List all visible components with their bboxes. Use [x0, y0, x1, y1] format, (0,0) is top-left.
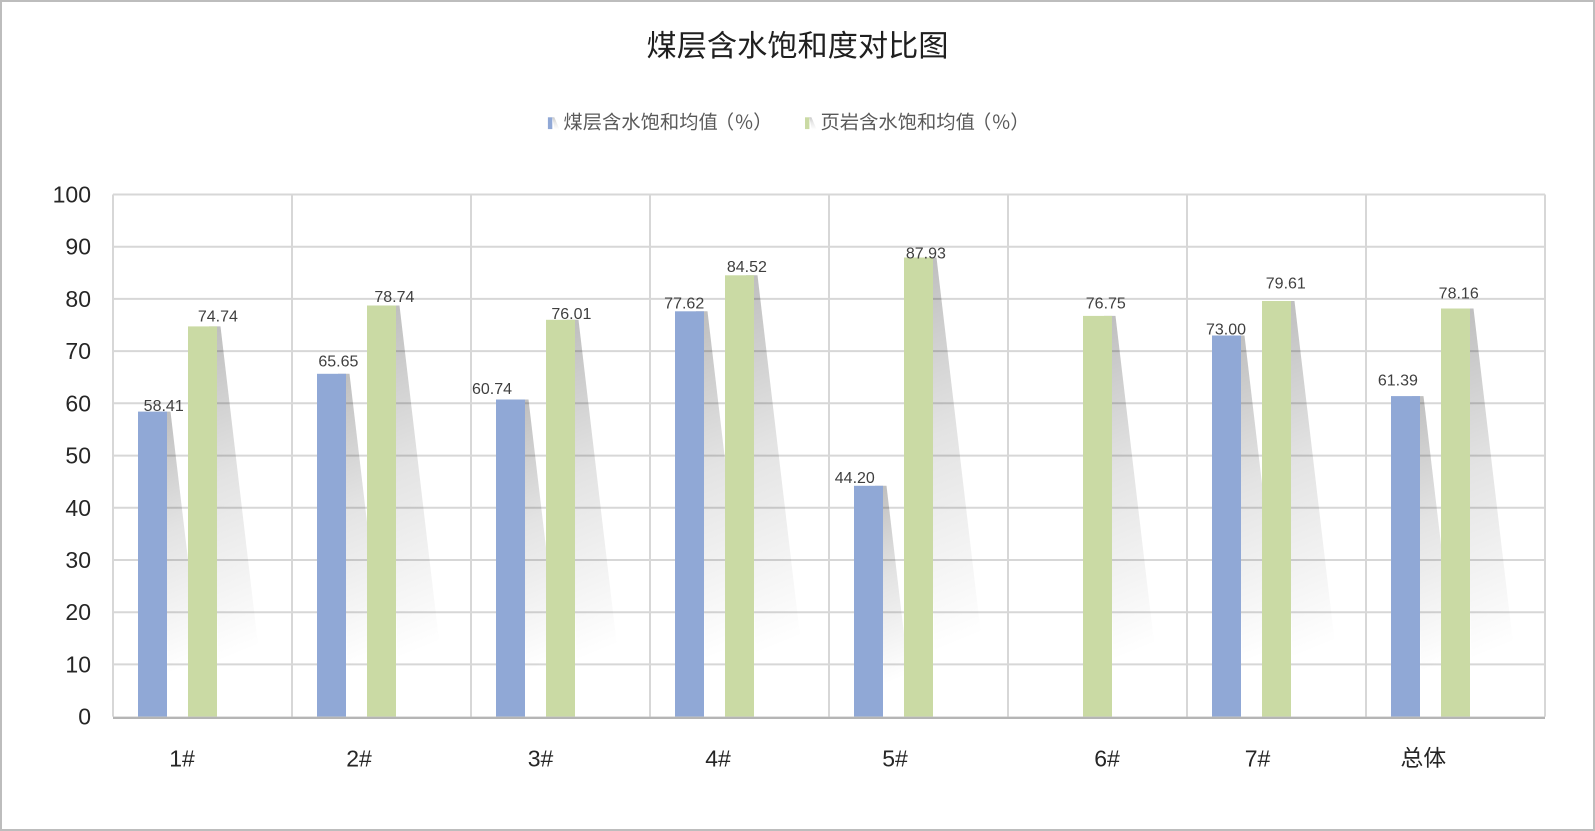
svg-text:73.00: 73.00: [1206, 322, 1246, 339]
svg-text:77.62: 77.62: [664, 296, 704, 313]
svg-text:78.16: 78.16: [1439, 286, 1479, 303]
svg-text:87.93: 87.93: [906, 246, 946, 263]
svg-text:40: 40: [65, 495, 91, 521]
svg-text:61.39: 61.39: [1378, 373, 1418, 390]
svg-text:30: 30: [65, 547, 91, 573]
svg-text:10: 10: [65, 651, 91, 677]
svg-text:84.52: 84.52: [727, 259, 767, 276]
svg-text:76.01: 76.01: [551, 306, 591, 323]
svg-text:80: 80: [65, 286, 91, 312]
svg-text:65.65: 65.65: [318, 354, 358, 371]
svg-text:90: 90: [65, 234, 91, 260]
svg-text:3#: 3#: [528, 746, 554, 772]
svg-text:7#: 7#: [1245, 746, 1271, 772]
svg-text:74.74: 74.74: [198, 309, 238, 326]
svg-text:2#: 2#: [346, 746, 372, 772]
svg-text:78.74: 78.74: [374, 289, 414, 306]
svg-text:60: 60: [65, 390, 91, 416]
svg-text:1#: 1#: [169, 746, 195, 772]
svg-text:79.61: 79.61: [1266, 276, 1306, 293]
svg-text:60.74: 60.74: [472, 381, 512, 398]
svg-text:50: 50: [65, 443, 91, 469]
svg-text:76.75: 76.75: [1086, 296, 1126, 313]
svg-text:5#: 5#: [882, 746, 908, 772]
svg-text:6#: 6#: [1094, 746, 1120, 772]
svg-text:100: 100: [53, 182, 91, 208]
svg-text:4#: 4#: [705, 746, 731, 772]
svg-text:20: 20: [65, 599, 91, 625]
svg-text:44.20: 44.20: [835, 470, 875, 487]
svg-text:0: 0: [78, 704, 91, 730]
svg-text:58.41: 58.41: [144, 398, 184, 415]
svg-text:70: 70: [65, 338, 91, 364]
